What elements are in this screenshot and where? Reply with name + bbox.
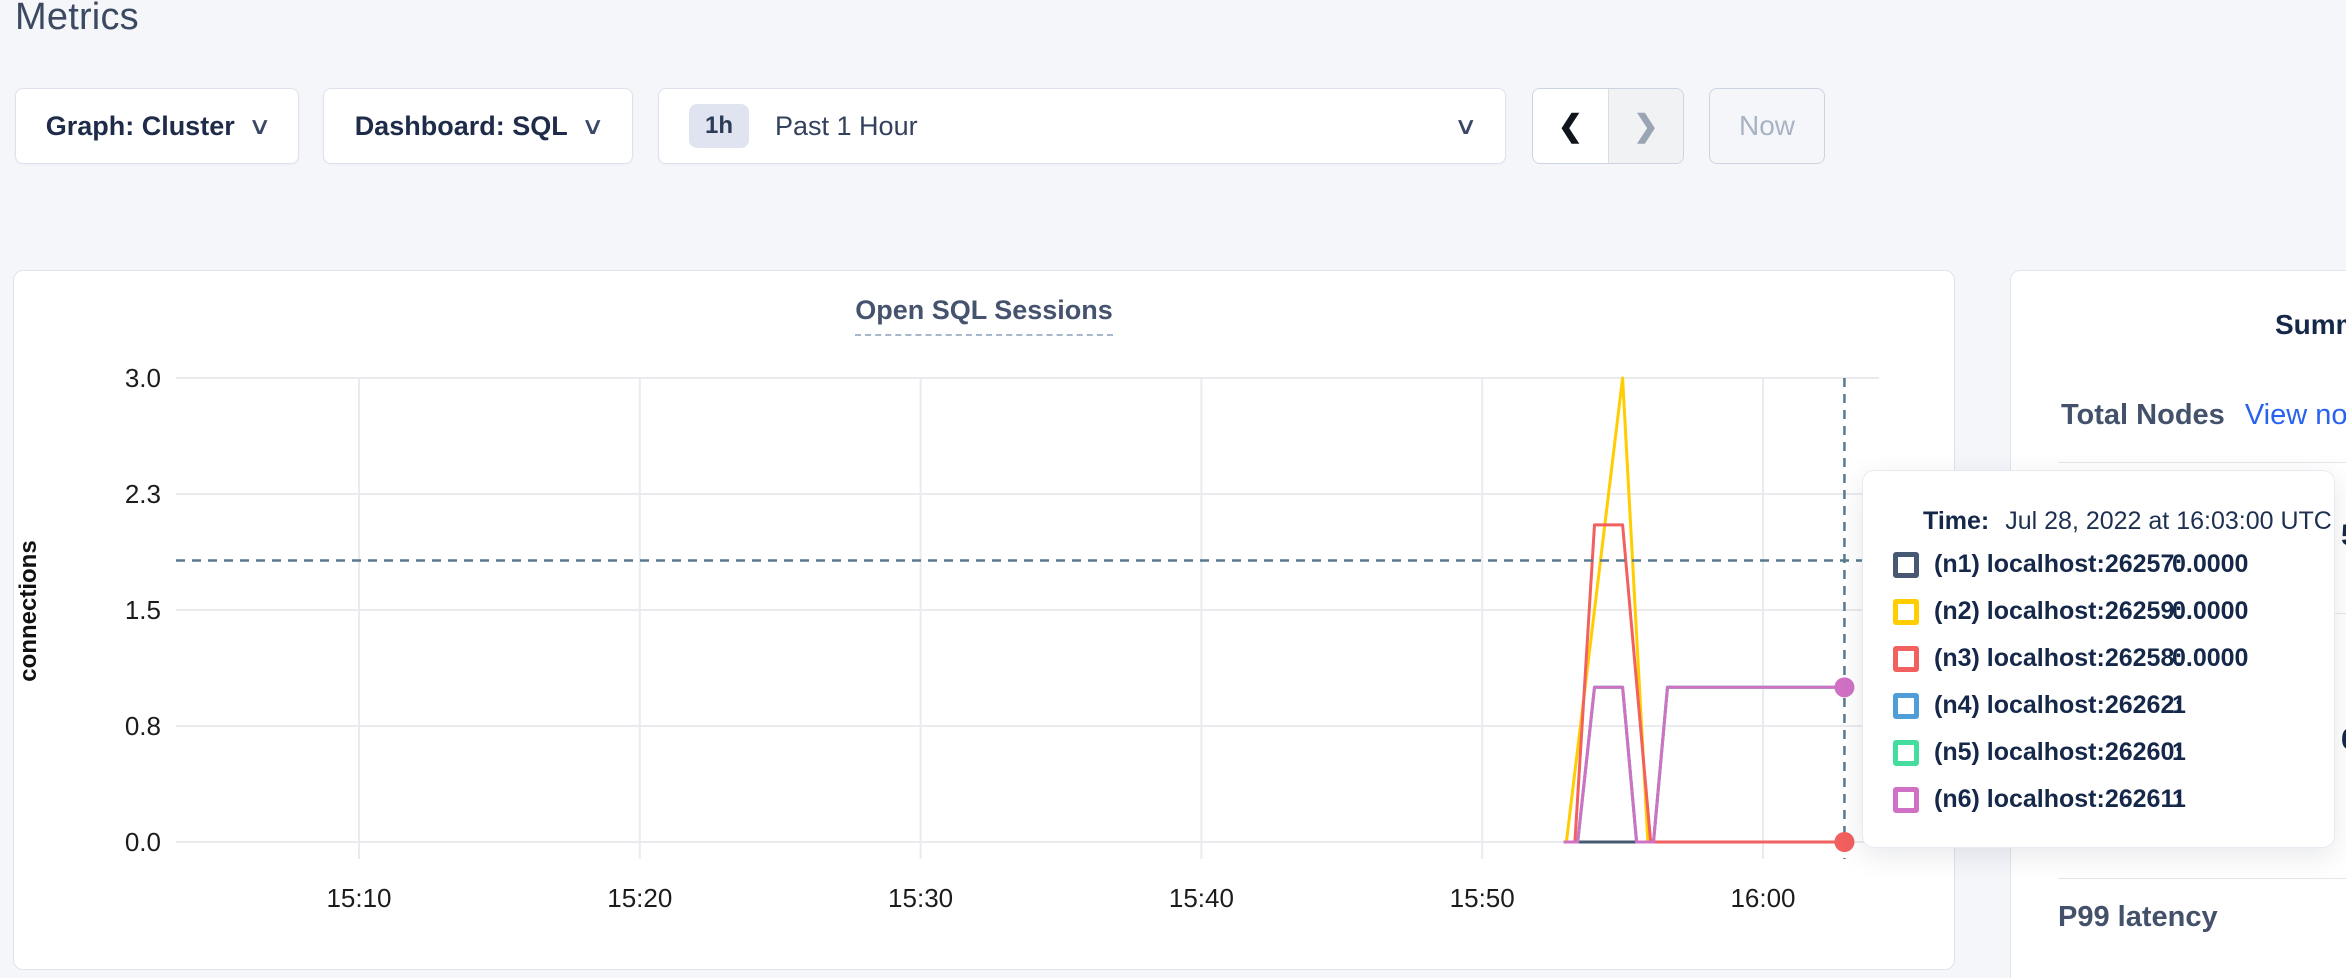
time-forward-button[interactable]: ❯ — [1608, 89, 1683, 163]
series-line — [1563, 685, 1845, 844]
x-tick-label: 15:20 — [607, 883, 672, 913]
summary-title: Summary — [2275, 309, 2346, 340]
tooltip-series-row: (n5) localhost:26260: 1 — [1893, 729, 2314, 776]
p99-latency-label: P99 latency — [2058, 901, 2218, 933]
sidebar-divider — [2058, 878, 2346, 879]
y-tick-label: 0.8 — [125, 711, 161, 741]
dashboard-dropdown[interactable]: Dashboard: SQL ∨ — [323, 88, 633, 164]
chevron-down-icon: ∨ — [580, 112, 605, 140]
tooltip-series-label: (n6) localhost:26261: — [1934, 785, 2183, 813]
tooltip-series-row: (n4) localhost:26262: 1 — [1893, 682, 2314, 729]
tooltip-time-value: Jul 28, 2022 at 16:03:00 UTC — [2005, 506, 2332, 535]
y-tick-label: 1.5 — [125, 595, 161, 625]
graph-dropdown-label: Graph: Cluster — [45, 110, 235, 141]
x-tick-label: 15:40 — [1169, 883, 1234, 913]
time-range-badge: 1h — [689, 104, 750, 148]
tooltip-time-label: Time: — [1923, 506, 1990, 535]
now-button[interactable]: Now — [1709, 88, 1825, 164]
tooltip-series-value: 1 — [2172, 785, 2186, 813]
y-tick-label: 0.0 — [125, 827, 161, 857]
chart-title[interactable]: Open SQL Sessions — [855, 295, 1113, 336]
time-nav-group: ❮ ❯ — [1532, 88, 1684, 164]
series-line — [1573, 523, 1845, 844]
series-color-swatch-icon — [1893, 739, 1919, 766]
tooltip-series-label: (n3) localhost:26258: — [1934, 644, 2183, 672]
tooltip-series-label: (n1) localhost:26257: — [1934, 550, 2183, 578]
x-tick-label: 15:50 — [1450, 883, 1515, 913]
tooltip-series-label: (n4) localhost:26262: — [1934, 691, 2183, 719]
x-tick-label: 15:30 — [888, 883, 953, 913]
tooltip-series-label: (n2) localhost:26259: — [1934, 597, 2183, 625]
tooltip-series-value: 1 — [2172, 691, 2186, 719]
tooltip-series-value: 1 — [2172, 738, 2186, 766]
chart-hover-tooltip: Time: Jul 28, 2022 at 16:03:00 UTC (n1) … — [1862, 470, 2335, 848]
dashboard-dropdown-label: Dashboard: SQL — [354, 110, 568, 141]
tooltip-series-row: (n3) localhost:26258: 0.0000 — [1893, 635, 2314, 682]
chart-title-wrap: Open SQL Sessions — [14, 295, 1954, 336]
sidebar-divider — [2058, 462, 2346, 463]
series-color-swatch-icon — [1893, 786, 1919, 813]
x-tick-label: 16:00 — [1730, 883, 1795, 913]
series-color-swatch-icon — [1893, 598, 1919, 625]
chevron-down-icon: ∨ — [247, 112, 272, 140]
tooltip-series-row: (n1) localhost:26257: 0.0000 — [1893, 541, 2314, 588]
tooltip-series-value: 0.0000 — [2172, 597, 2249, 625]
sql-sessions-line-chart[interactable]: 0.0 0.8 1.5 2.3 3.0 15:10 15:20 15:30 15:40 15:50… — [14, 271, 1956, 971]
total-nodes-label: Total Nodes — [2061, 399, 2225, 431]
tooltip-series-label: (n5) localhost:26260: — [1934, 738, 2183, 766]
tooltip-series-value: 0.0000 — [2172, 550, 2249, 578]
chevron-right-icon: ❯ — [1633, 109, 1659, 143]
series-color-swatch-icon — [1893, 551, 1919, 578]
x-tick-label: 15:10 — [326, 883, 391, 913]
y-tick-label: 3.0 — [125, 363, 161, 393]
y-tick-label: 2.3 — [125, 479, 161, 509]
time-back-button[interactable]: ❮ — [1533, 89, 1608, 163]
clipped-value-fragment: 5 — [2341, 519, 2346, 553]
open-sql-sessions-chart-card: Open SQL Sessions connections 0.0 0.8 1.5 2… — [13, 270, 1955, 970]
clipped-value-fragment: 6 — [2341, 723, 2346, 757]
tooltip-series-row: (n2) localhost:26259: 0.0000 — [1893, 588, 2314, 635]
tooltip-series-row: (n6) localhost:26261: 1 — [1893, 776, 2314, 823]
page-title: Metrics — [15, 0, 139, 38]
series-color-swatch-icon — [1893, 645, 1919, 672]
chevron-left-icon: ❮ — [1557, 109, 1584, 143]
time-range-selector[interactable]: 1h Past 1 Hour ∨ — [658, 88, 1506, 164]
series-color-swatch-icon — [1893, 692, 1919, 719]
crosshair-dot — [1834, 677, 1855, 698]
tooltip-time-row: Time: Jul 28, 2022 at 16:03:00 UTC — [1923, 501, 2332, 541]
crosshair-dot — [1834, 832, 1855, 852]
series-line — [1563, 685, 1845, 844]
tooltip-series-rows: (n1) localhost:26257: 0.0000 (n2) localhos… — [1893, 541, 2314, 823]
series-line — [1563, 685, 1845, 844]
time-range-label: Past 1 Hour — [775, 110, 918, 141]
tooltip-series-value: 0.0000 — [2172, 644, 2249, 672]
chevron-down-icon: ∨ — [1454, 112, 1479, 140]
view-nodes-link[interactable]: View nodes — [2244, 399, 2346, 431]
total-nodes-row: Total Nodes View nodes — [2061, 399, 2346, 432]
graph-dropdown[interactable]: Graph: Cluster ∨ — [15, 88, 299, 164]
